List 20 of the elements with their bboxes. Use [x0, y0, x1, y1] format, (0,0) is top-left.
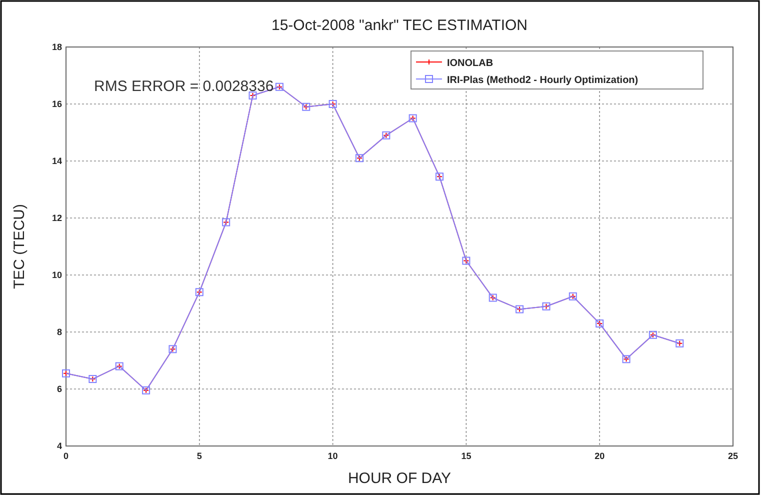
y-tick-label: 14 — [52, 156, 62, 166]
y-tick-label: 8 — [56, 327, 62, 337]
x-tick-label: 15 — [461, 451, 472, 461]
y-tick-label: 6 — [56, 384, 62, 394]
annotation: RMS ERROR = 0.0028336 — [94, 78, 274, 95]
x-tick-label: 0 — [63, 451, 69, 461]
y-tick-label: 16 — [52, 99, 62, 109]
y-tick-label: 18 — [52, 42, 62, 52]
x-tick-label: 10 — [328, 451, 338, 461]
y-tick-label: 10 — [52, 270, 62, 280]
chart-title: 15-Oct-2008 "ankr" TEC ESTIMATION — [272, 17, 528, 34]
x-axis-title: HOUR OF DAY — [348, 470, 452, 487]
y-tick-label: 4 — [56, 441, 62, 451]
legend-label: IRI-Plas (Method2 - Hourly Optimization) — [447, 75, 638, 86]
x-tick-label: 25 — [728, 451, 738, 461]
legend-label: IONOLAB — [447, 58, 494, 69]
y-axis-title: TEC (TECU) — [11, 204, 28, 289]
x-tick-label: 5 — [196, 451, 202, 461]
x-tick-label: 20 — [594, 451, 605, 461]
y-tick-label: 12 — [52, 213, 62, 223]
